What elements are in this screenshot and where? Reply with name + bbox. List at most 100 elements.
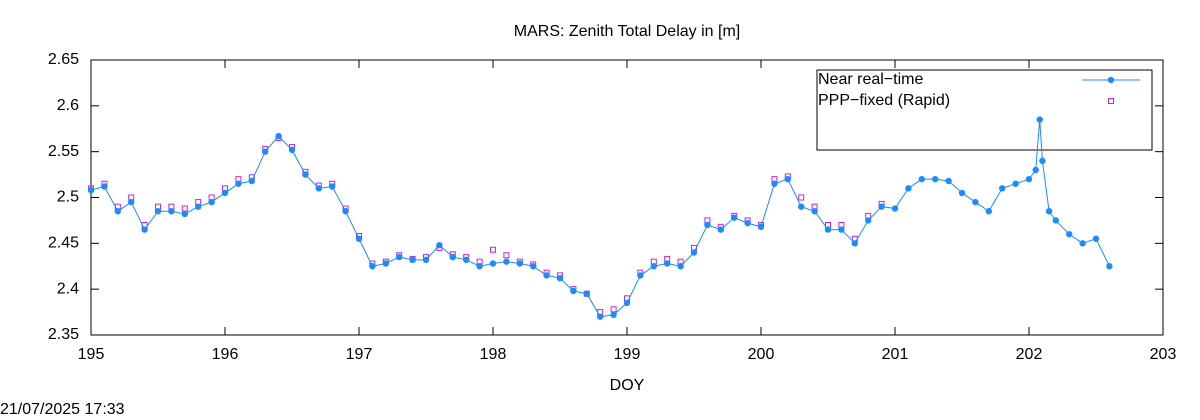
data-point: [1039, 157, 1046, 165]
data-point: [891, 205, 899, 212]
data-point: [731, 214, 738, 221]
x-tick-label: 199: [614, 346, 641, 363]
data-point: [275, 132, 282, 140]
data-point: [355, 235, 363, 242]
data-point: [262, 148, 269, 155]
data-point: [1052, 217, 1060, 224]
data-point: [530, 263, 537, 270]
data-point: [784, 175, 791, 183]
data-point: [932, 175, 939, 183]
data-point: [503, 258, 510, 265]
data-point: [195, 203, 202, 210]
data-point: [1025, 175, 1033, 183]
data-point: [1079, 240, 1086, 247]
data-point: [208, 198, 215, 206]
data-point: [369, 263, 376, 270]
data-point: [476, 263, 483, 270]
data-point: [570, 287, 577, 295]
data-point: [838, 226, 845, 233]
data-point: [999, 185, 1006, 192]
data-point: [288, 146, 296, 154]
data-point: [1092, 235, 1100, 242]
data-point: [382, 260, 389, 267]
data-point: [181, 210, 188, 218]
data-point: [422, 256, 430, 264]
data-point: [168, 208, 175, 215]
x-tick-label: 201: [882, 346, 909, 363]
data-point: [141, 226, 148, 233]
data-point: [543, 272, 550, 279]
data-point: [1036, 116, 1043, 123]
data-point: [637, 272, 644, 279]
x-tick-label: 196: [212, 346, 239, 363]
data-point: [798, 203, 805, 210]
data-point: [221, 189, 229, 197]
y-tick-label: 2.55: [48, 143, 79, 160]
data-point: [811, 208, 818, 215]
data-point: [489, 260, 497, 267]
data-point: [972, 198, 979, 206]
data-point: [757, 223, 765, 231]
data-point: [610, 306, 617, 313]
data-point: [905, 185, 912, 192]
x-tick-label: 200: [748, 346, 775, 363]
data-point: [342, 208, 349, 215]
data-point: [1012, 180, 1019, 187]
data-point: [717, 226, 724, 233]
data-point: [436, 241, 443, 249]
data-point: [1106, 263, 1113, 270]
data-point: [302, 171, 309, 178]
timestamp: 21/07/2025 17:33: [0, 401, 125, 418]
data-point: [865, 217, 872, 224]
data-point: [409, 256, 416, 264]
legend-box: [816, 69, 1153, 151]
data-point: [1032, 166, 1039, 174]
legend-marker: [1107, 76, 1115, 84]
data-point: [583, 290, 590, 297]
data-point: [690, 249, 698, 256]
data-point: [744, 219, 751, 227]
data-point: [623, 299, 631, 307]
data-point: [154, 208, 162, 215]
y-tick-label: 2.65: [48, 51, 79, 68]
data-point: [945, 177, 952, 185]
data-point: [396, 253, 403, 261]
data-point: [851, 240, 858, 247]
data-point: [610, 311, 617, 319]
data-point: [677, 263, 684, 270]
data-point: [463, 256, 470, 264]
x-tick-label: 195: [78, 346, 105, 363]
data-point: [878, 203, 885, 210]
data-point: [824, 226, 832, 233]
data-point: [503, 252, 510, 259]
data-point: [329, 183, 336, 190]
legend-marker: [1108, 98, 1114, 104]
data-point: [798, 194, 805, 201]
data-point: [128, 198, 135, 206]
data-point: [650, 263, 657, 270]
data-point: [704, 221, 711, 229]
x-tick-label: 203: [1150, 346, 1177, 363]
data-point: [235, 180, 242, 187]
y-tick-label: 2.45: [48, 235, 79, 252]
y-tick-label: 2.4: [57, 280, 79, 297]
x-tick-label: 197: [346, 346, 373, 363]
data-point: [248, 177, 255, 185]
data-point: [490, 246, 496, 253]
x-tick-label: 202: [1016, 346, 1043, 363]
data-point: [181, 205, 188, 212]
data-point: [87, 186, 95, 194]
x-tick-label: 198: [480, 346, 507, 363]
data-point: [771, 180, 778, 187]
y-tick-label: 2.6: [57, 97, 79, 114]
data-point: [1066, 230, 1073, 238]
data-point: [516, 260, 523, 267]
y-tick-label: 2.35: [48, 326, 79, 343]
data-point: [1045, 208, 1053, 215]
data-point: [958, 189, 966, 197]
data-point: [315, 185, 322, 192]
data-point: [918, 175, 925, 183]
data-point: [101, 183, 108, 190]
data-point: [597, 313, 604, 320]
